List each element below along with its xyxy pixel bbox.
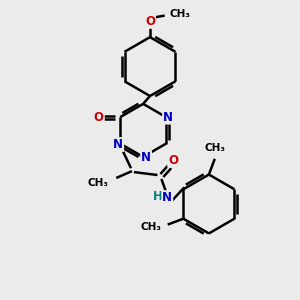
Text: H: H bbox=[152, 190, 162, 203]
Text: N: N bbox=[141, 152, 151, 164]
Text: N: N bbox=[113, 138, 123, 151]
Text: CH₃: CH₃ bbox=[169, 9, 190, 19]
Text: CH₃: CH₃ bbox=[87, 178, 108, 188]
Text: CH₃: CH₃ bbox=[204, 143, 225, 153]
Text: O: O bbox=[168, 154, 178, 167]
Text: O: O bbox=[94, 111, 103, 124]
Text: CH₃: CH₃ bbox=[141, 222, 162, 232]
Text: N: N bbox=[163, 111, 173, 124]
Text: O: O bbox=[145, 15, 155, 28]
Text: N: N bbox=[162, 191, 172, 204]
